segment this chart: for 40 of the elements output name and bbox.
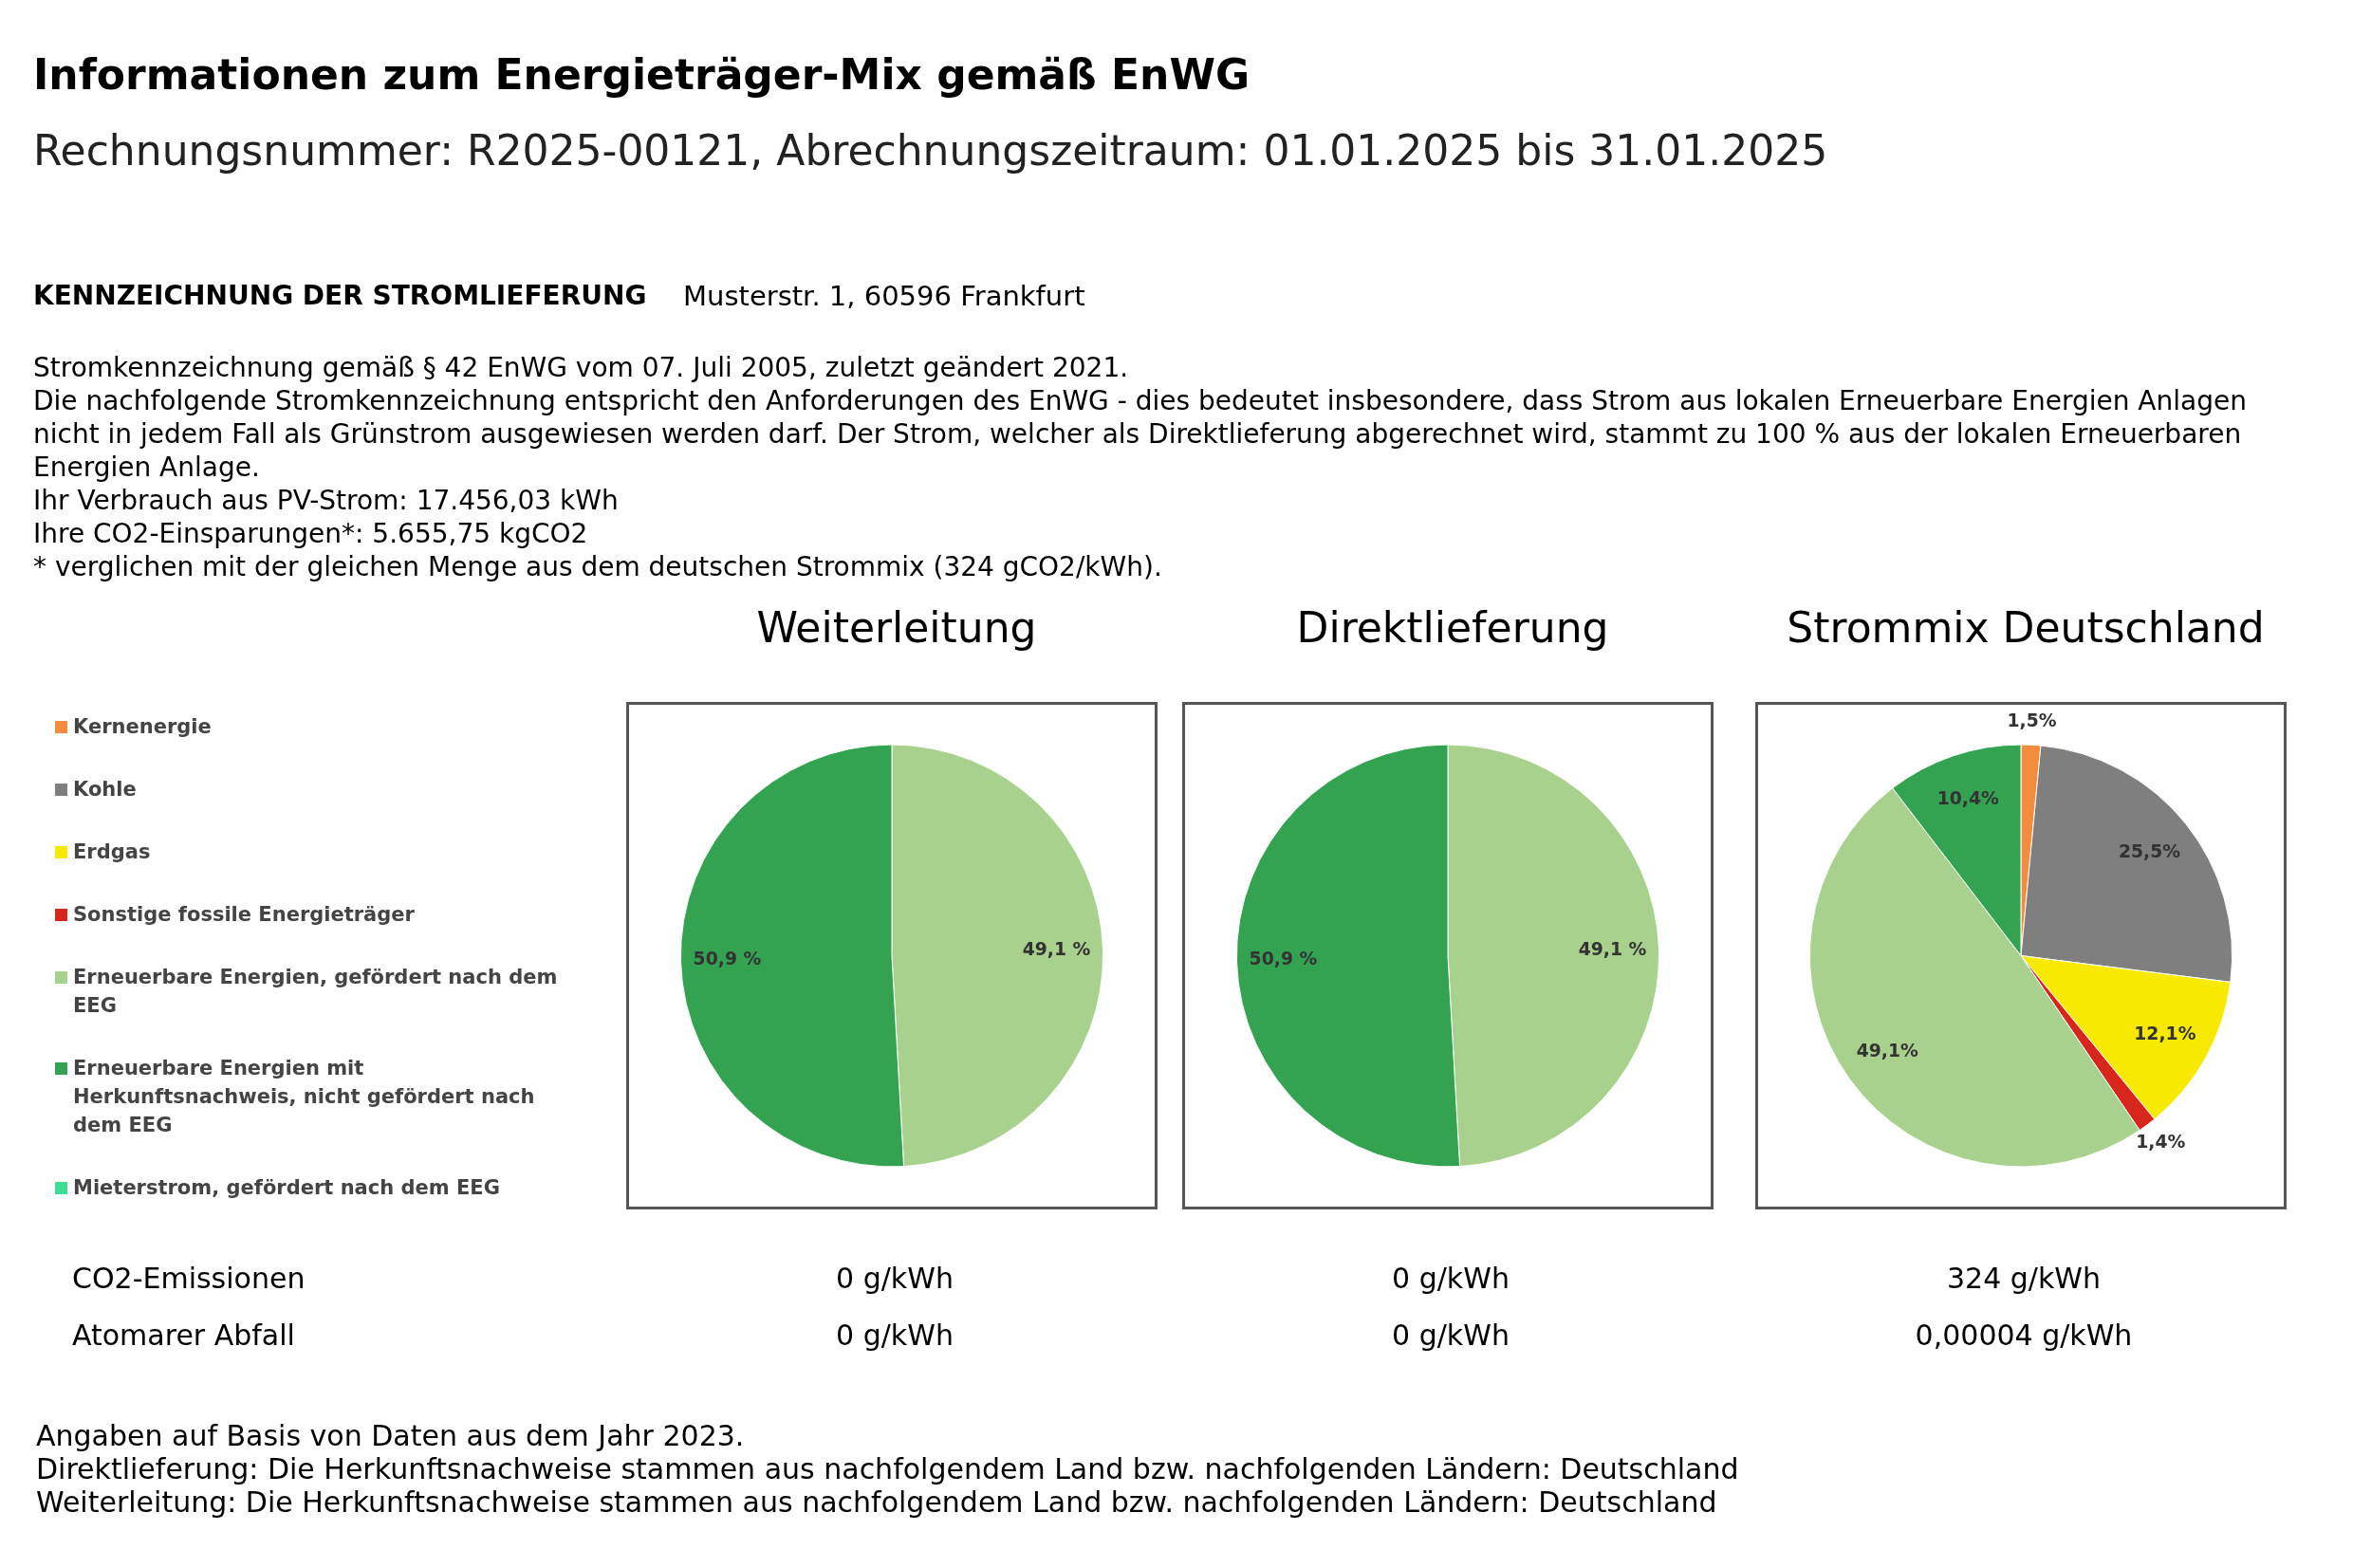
data-label: 25,5%	[2118, 840, 2181, 861]
data-label: 12,1%	[2134, 1024, 2196, 1044]
text: Rechnungsnummer: R2025-00121, Abrechnungszeitraum: 01.01.2025 bis 31.01.2025	[33, 126, 1828, 175]
data-label: 49,1%	[1856, 1040, 1918, 1061]
text: Ihr Verbrauch aus PV-Strom: 17.456,03 kWh	[33, 484, 620, 517]
legend-label: Erneuerbare Energien, gefördert nach dem EEG	[73, 965, 559, 1019]
legend-label: Erneuerbare Energien mit Herkunftsnachweis, nicht gefördert nach dem EEG	[73, 1056, 536, 1138]
text: Stromkennzeichnung gemäß § 42 EnWG vom 07. Juli 2005, zuletzt geändert 2021.	[33, 351, 1130, 384]
data-label: 50,9 %	[1249, 949, 1318, 969]
text: Die nachfolgende Stromkennzeichnung entspricht den Anforderungen des EnWG - dies bedeutet insbesondere, dass Strom aus lokalen Erneuerbare Energien Anlagen nicht in jedem Fall als Grünstrom ausgewiesen werden darf. Der Strom, welcher als Direktlieferung abgerechnet wird, stammt zu 100 % aus der lokalen Erneuerbaren Energien Anlage.	[33, 384, 2248, 484]
text: Atomarer Abfall	[72, 1319, 295, 1352]
text: Informationen zum Energieträger-Mix gemäß EnWG	[33, 50, 1251, 99]
data-label: 50,9 %	[693, 949, 762, 969]
chart-title: Strommix Deutschland	[1786, 603, 2266, 652]
text: 0 g/kWh	[835, 1262, 954, 1295]
text: 0 g/kWh	[1391, 1262, 1510, 1295]
legend-label: Kernenergie	[73, 714, 213, 740]
text: 324 g/kWh	[1946, 1262, 2102, 1295]
legend-label: Kohle	[73, 777, 138, 802]
data-label: 1,5%	[2007, 710, 2057, 731]
data-label: 10,4%	[1936, 788, 2000, 809]
text: Direktlieferung: Die Herkunftsnachweise stammen aus nachfolgendem Land bzw. nachfolgenden Ländern: Deutschland	[36, 1452, 1739, 1485]
text: KENNZEICHNUNG DER STROMLIEFERUNG	[33, 280, 647, 311]
text: Weiterleitung: Die Herkunftsnachweise stammen aus nachfolgendem Land bzw. nachfolgenden Ländern: Deutschland	[36, 1485, 1718, 1519]
text: Angaben auf Basis von Daten aus dem Jahr 2023.	[36, 1419, 746, 1452]
data-label: 1,4%	[2136, 1131, 2186, 1152]
text: Ihre CO2-Einsparungen*: 5.655,75 kgCO2	[33, 517, 589, 550]
chart-title: Direktlieferung	[1295, 603, 1610, 652]
legend-label: Erdgas	[73, 839, 152, 865]
data-label: 49,1 %	[1022, 939, 1091, 960]
text: 0,00004 g/kWh	[1914, 1319, 2134, 1352]
text: CO2-Emissionen	[72, 1262, 306, 1295]
text: * verglichen mit der gleichen Menge aus dem deutschen Strommix (324 gCO2/kWh).	[33, 550, 1163, 583]
legend-label: Mieterstrom, gefördert nach dem EEG	[73, 1175, 501, 1201]
chart-title: Weiterleitung	[755, 603, 1038, 652]
text: 0 g/kWh	[1391, 1319, 1510, 1352]
text: 0 g/kWh	[835, 1319, 954, 1352]
legend-label: Sonstige fossile Energieträger	[73, 902, 416, 928]
data-label: 49,1 %	[1578, 939, 1647, 960]
text: Musterstr. 1, 60596 Frankfurt	[683, 280, 1085, 312]
